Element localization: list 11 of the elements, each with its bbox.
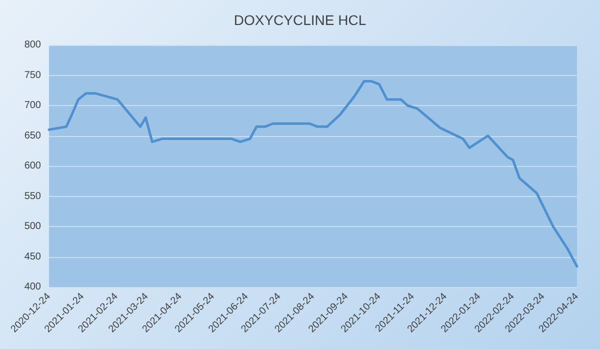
- y-tick-label: 700: [24, 100, 42, 111]
- line-series: [48, 80, 578, 268]
- y-tick-label: 500: [24, 221, 42, 232]
- chart-title: DOXYCYCLINE HCL: [234, 12, 366, 28]
- y-tick-label: 650: [24, 130, 42, 142]
- y-tick-label: 400: [24, 282, 42, 292]
- y-tick-label: 550: [24, 190, 42, 202]
- y-tick-label: 750: [24, 70, 42, 81]
- y-tick-label: 600: [24, 160, 42, 172]
- y-tick-label: 800: [24, 40, 42, 50]
- y-tick-label: 450: [24, 251, 42, 262]
